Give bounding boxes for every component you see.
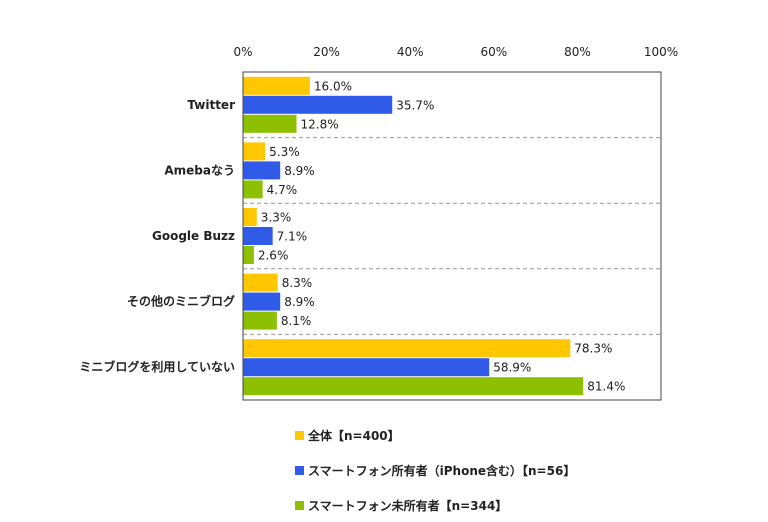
x-tick-label: 20% — [313, 45, 340, 59]
category-label: Twitter — [187, 98, 235, 112]
bar-value-label: 8.1% — [281, 314, 312, 328]
category-labels: Twitter Amebaなう Google Buzz その他のミニブログミニブログを… — [79, 98, 235, 374]
category-label: その他のミニブログ — [127, 294, 235, 309]
bar-value-label: 8.3% — [282, 276, 313, 290]
bar-value-label: 7.1% — [277, 230, 308, 244]
bar-value-label: 78.3% — [574, 342, 612, 356]
bar — [243, 227, 273, 245]
bar — [243, 292, 281, 311]
x-tick-label: 60% — [480, 45, 507, 59]
bar-value-label: 2.6% — [258, 249, 289, 263]
category-label: Google Buzz — [152, 229, 235, 243]
bar — [243, 358, 490, 377]
legend-label: 全体【n=400】 — [307, 428, 400, 443]
legend-swatch — [295, 431, 304, 440]
legend-swatch — [295, 466, 304, 475]
bar-value-label: 5.3% — [269, 145, 300, 159]
legend-label: スマートフォン未所有者【n=344】 — [308, 498, 507, 513]
bar-value-label: 12.8% — [301, 117, 339, 131]
bar — [243, 114, 297, 133]
x-tick-label: 100% — [644, 45, 678, 59]
x-axis-ticks: 0% 20% 40% 60% 80% 100% — [233, 45, 678, 59]
bar — [243, 208, 257, 226]
bar — [243, 311, 277, 330]
x-tick-label: 0% — [233, 45, 252, 59]
legend-label: スマートフォン所有者（iPhone含む）【n=56】 — [308, 463, 575, 478]
bar-value-label: 16.0% — [314, 79, 352, 93]
bar — [243, 161, 281, 180]
bar-value-label: 81.4% — [587, 380, 625, 394]
bar-value-label: 3.3% — [261, 211, 292, 225]
bar — [243, 377, 584, 396]
bar — [243, 246, 254, 264]
bar — [243, 76, 310, 95]
legend-swatch — [295, 501, 304, 510]
bar — [243, 142, 266, 161]
bar-value-label: 58.9% — [493, 361, 531, 375]
bar-value-label: 8.9% — [284, 164, 315, 178]
category-label: Amebaなう — [164, 163, 235, 177]
bar — [243, 339, 571, 358]
x-tick-label: 40% — [397, 45, 424, 59]
bar — [243, 273, 278, 292]
bar-value-label: 35.7% — [396, 98, 434, 112]
category-label: ミニブログを利用していない — [79, 359, 235, 374]
bar-value-label: 4.7% — [267, 183, 298, 197]
legend: 全体【n=400】スマートフォン所有者（iPhone含む）【n=56】スマートフ… — [295, 428, 575, 513]
bar — [243, 180, 263, 199]
plot-area — [242, 71, 662, 401]
bars: 16.0% 35.7% 12.8%5.3% 8.9% 4.7% 3.3% 7.1% 2.6% 8… — [243, 76, 625, 396]
bar — [243, 95, 393, 114]
x-tick-label: 80% — [564, 45, 591, 59]
bar-value-label: 8.9% — [284, 295, 315, 309]
